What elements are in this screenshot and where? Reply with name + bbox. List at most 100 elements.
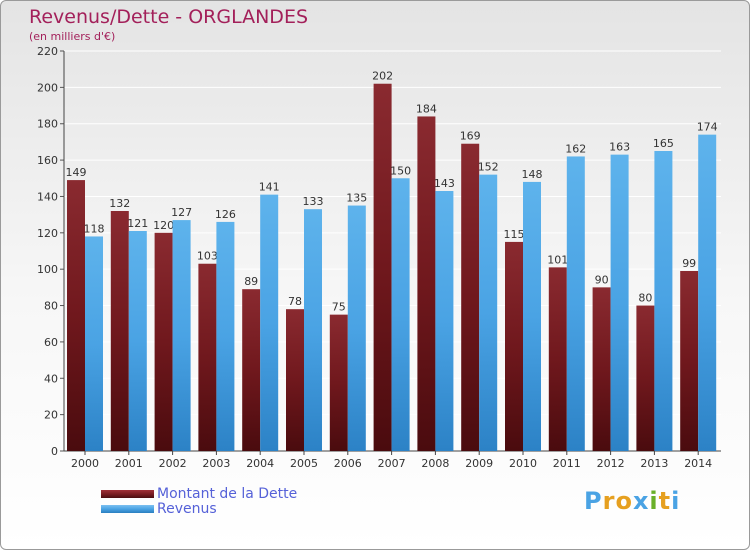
legend-label-revenus: Revenus <box>157 501 217 517</box>
y-tick-label: 220 <box>37 45 58 58</box>
logo-letter: i <box>671 487 681 515</box>
bar-dette <box>373 83 392 452</box>
data-label-revenus: 118 <box>84 222 105 235</box>
x-tick-label: 2006 <box>334 457 362 470</box>
x-tick-label: 2003 <box>202 457 230 470</box>
legend-swatch-revenus <box>101 505 154 513</box>
bar-dette <box>154 232 173 451</box>
bar-dette <box>548 267 567 451</box>
data-label-revenus: 135 <box>346 192 367 205</box>
bar-revenus <box>654 151 673 451</box>
data-label-dette: 80 <box>638 292 652 305</box>
bar-revenus <box>566 156 585 452</box>
logo-letter: o <box>615 487 633 515</box>
bar-dette <box>198 263 217 451</box>
data-label-revenus: 133 <box>303 195 324 208</box>
bar-dette <box>110 211 129 451</box>
data-label-revenus: 121 <box>127 217 148 230</box>
bar-revenus <box>610 154 629 452</box>
bar-revenus <box>523 181 541 451</box>
data-label-dette: 75 <box>332 301 346 314</box>
data-label-dette: 78 <box>288 295 302 308</box>
y-tick-label: 200 <box>37 81 58 94</box>
data-label-dette: 103 <box>197 250 218 263</box>
x-tick-label: 2011 <box>553 457 581 470</box>
y-tick-label: 180 <box>37 118 58 131</box>
logo-letter: r <box>602 487 616 515</box>
data-label-revenus: 126 <box>215 208 236 221</box>
y-tick-label: 40 <box>44 372 58 385</box>
bar-revenus <box>435 191 454 451</box>
legend-swatch-dette <box>101 490 154 498</box>
data-label-dette: 90 <box>595 273 609 286</box>
logo-letter: i <box>649 487 659 515</box>
x-tick-label: 2002 <box>159 457 187 470</box>
x-tick-label: 2001 <box>115 457 143 470</box>
y-tick-label: 60 <box>44 336 58 349</box>
data-label-revenus: 127 <box>171 206 192 219</box>
data-label-revenus: 150 <box>390 164 411 177</box>
bar-dette <box>286 309 304 451</box>
bar-dette <box>67 180 85 451</box>
data-label-dette: 99 <box>682 257 696 270</box>
bar-revenus <box>85 236 103 451</box>
y-tick-label: 140 <box>37 190 58 203</box>
x-tick-label: 2010 <box>509 457 537 470</box>
y-tick-label: 160 <box>37 154 58 167</box>
data-label-revenus: 163 <box>609 141 630 154</box>
logo-letter: x <box>632 487 650 515</box>
data-label-revenus: 162 <box>565 142 586 155</box>
x-tick-label: 2013 <box>640 457 668 470</box>
y-tick-label: 120 <box>37 227 58 240</box>
chart-subtitle: (en milliers d'€) <box>29 30 116 43</box>
proxiti-logo: Proxiti <box>584 487 680 515</box>
bar-revenus <box>698 134 717 452</box>
data-label-dette: 115 <box>504 228 525 241</box>
data-label-dette: 184 <box>416 102 437 115</box>
y-tick-label: 0 <box>51 445 58 458</box>
y-tick-label: 100 <box>37 263 58 276</box>
data-label-revenus: 152 <box>478 161 499 174</box>
x-tick-label: 2007 <box>378 457 406 470</box>
x-tick-label: 2005 <box>290 457 318 470</box>
bar-revenus <box>128 231 147 451</box>
data-label-dette: 120 <box>153 219 174 232</box>
data-label-dette: 132 <box>109 197 130 210</box>
data-label-revenus: 143 <box>434 177 455 190</box>
bar-revenus <box>347 205 366 451</box>
bar-revenus <box>260 194 279 452</box>
x-tick-label: 2004 <box>246 457 274 470</box>
logo-letter: P <box>584 487 603 515</box>
bar-revenus <box>304 209 322 451</box>
x-tick-label: 2012 <box>597 457 625 470</box>
data-label-revenus: 141 <box>259 181 280 194</box>
data-label-dette: 101 <box>547 253 568 266</box>
bar-dette <box>329 314 348 451</box>
bar-revenus <box>479 174 498 452</box>
bar-dette <box>461 143 480 451</box>
data-label-dette: 89 <box>244 275 258 288</box>
x-tick-label: 2008 <box>421 457 449 470</box>
data-label-revenus: 165 <box>653 137 674 150</box>
bar-dette <box>680 271 699 451</box>
bar-revenus <box>172 220 191 451</box>
y-tick-label: 20 <box>44 409 58 422</box>
data-label-dette: 169 <box>460 130 481 143</box>
bar-dette <box>592 287 611 451</box>
y-tick-label: 80 <box>44 300 58 313</box>
data-label-dette: 202 <box>372 70 393 83</box>
bar-dette <box>636 305 655 451</box>
bar-revenus <box>216 221 235 451</box>
x-tick-label: 2014 <box>684 457 712 470</box>
data-label-revenus: 174 <box>697 121 718 134</box>
bar-dette <box>242 289 261 451</box>
x-tick-label: 2000 <box>71 457 99 470</box>
x-tick-label: 2009 <box>465 457 493 470</box>
legend-label-dette: Montant de la Dette <box>157 486 298 502</box>
bar-revenus <box>391 178 410 452</box>
chart-title: Revenus/Dette - ORGLANDES <box>29 6 309 28</box>
bar-dette <box>417 116 436 452</box>
logo-letter: t <box>658 487 672 515</box>
